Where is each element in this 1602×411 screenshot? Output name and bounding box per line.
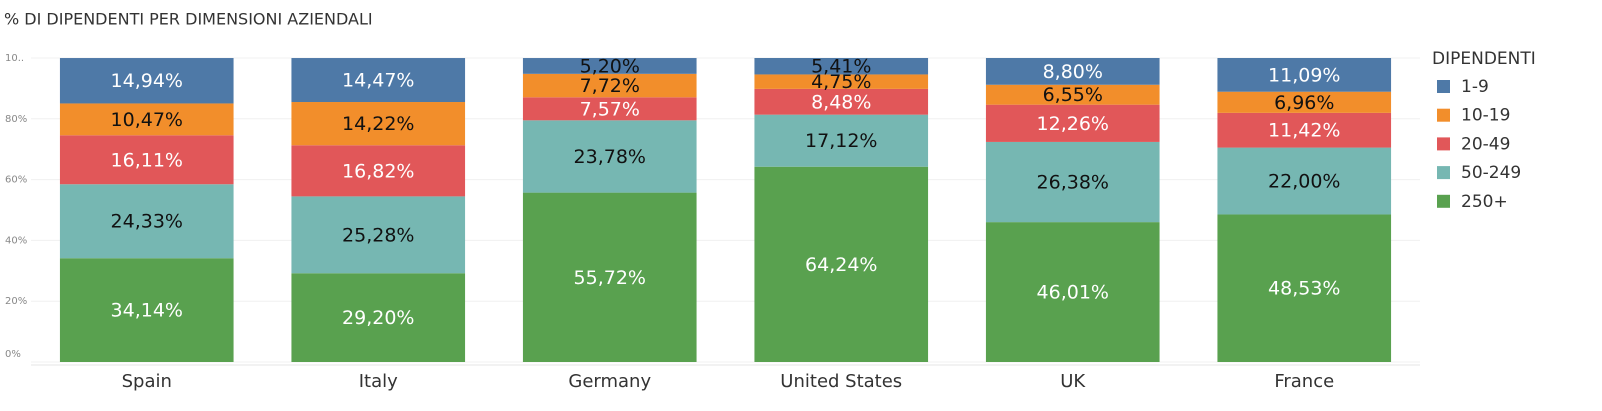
x-tick-label: United States [780, 371, 902, 392]
y-tick-label: 60% [5, 175, 27, 186]
bar-segment [291, 145, 466, 197]
legend-label: 20-49 [1461, 134, 1510, 154]
data-label: 55,72% [574, 267, 646, 289]
data-label: 6,55% [1043, 84, 1103, 106]
data-label: 29,20% [342, 307, 414, 329]
x-tick-label: UK [1060, 371, 1086, 392]
data-label: 10,47% [111, 109, 183, 131]
bar-segment [1217, 91, 1392, 113]
data-label: 5,20% [580, 55, 640, 77]
bar-segment [985, 222, 1160, 362]
bar-segment [522, 58, 697, 74]
bar-segment [59, 103, 234, 136]
data-label: 7,72% [580, 75, 640, 97]
data-label: 8,48% [811, 91, 871, 113]
bar-segment [985, 141, 1160, 223]
data-label: 11,42% [1268, 120, 1340, 142]
data-label: 16,11% [111, 149, 183, 171]
bar-segment [754, 74, 929, 89]
bar-segment [522, 97, 697, 121]
y-tick-label: 0% [5, 349, 21, 360]
data-label: 14,94% [111, 70, 183, 92]
data-label: 12,26% [1037, 113, 1109, 135]
data-label: 7,57% [580, 98, 640, 120]
legend-label: 50-249 [1461, 163, 1521, 183]
data-label: 8,80% [1043, 61, 1103, 83]
bar-segment [522, 120, 697, 193]
data-label: 6,96% [1274, 92, 1334, 114]
bar-segment [985, 58, 1160, 85]
data-label: 11,09% [1268, 64, 1340, 86]
bar-segment [59, 258, 234, 362]
y-tick-label: 10.. [5, 53, 24, 64]
bar-segment [59, 184, 234, 259]
chart-title: % DI DIPENDENTI PER DIMENSIONI AZIENDALI [4, 10, 373, 29]
bar-segment [985, 104, 1160, 142]
data-label: 48,53% [1268, 278, 1340, 300]
bar-segment [291, 102, 466, 146]
data-label: 14,22% [342, 113, 414, 135]
bar-segment [985, 84, 1160, 105]
legend-swatch [1437, 80, 1450, 93]
bar-segment [59, 135, 234, 185]
bar-segment [522, 73, 697, 98]
bar-segment [291, 196, 466, 274]
bar-segment [1217, 147, 1392, 215]
data-label: 17,12% [805, 130, 877, 152]
bar-segment [1217, 58, 1392, 92]
bar-segment [1217, 112, 1392, 148]
x-tick-label: Germany [568, 371, 651, 392]
legend-label: 1-9 [1461, 77, 1489, 97]
x-tick-label: France [1274, 371, 1334, 392]
y-tick-label: 20% [5, 296, 27, 307]
bar-segment [754, 58, 929, 75]
bar-segment [1217, 214, 1392, 362]
y-tick-label: 40% [5, 235, 27, 246]
data-label: 5,41% [811, 56, 871, 78]
legend-title: DIPENDENTI [1432, 49, 1536, 69]
data-label: 22,00% [1268, 171, 1340, 193]
legend-swatch [1437, 108, 1450, 122]
legend-label: 250+ [1461, 192, 1508, 212]
bar-segment [754, 166, 929, 362]
legend-swatch [1437, 137, 1450, 151]
x-tick-label: Italy [359, 371, 398, 392]
data-label: 4,75% [811, 71, 871, 93]
bar-segment [754, 88, 929, 115]
data-label: 14,47% [342, 70, 414, 92]
y-tick-label: 80% [5, 114, 27, 125]
data-label: 23,78% [574, 146, 646, 168]
data-label: 34,14% [111, 300, 183, 322]
x-tick-label: Spain [122, 371, 172, 392]
bar-segment [291, 58, 466, 103]
data-label: 26,38% [1037, 172, 1109, 194]
bar-segment [59, 58, 234, 104]
bar-segment [291, 273, 466, 362]
data-label: 46,01% [1037, 282, 1109, 304]
legend-swatch [1437, 166, 1450, 180]
data-label: 64,24% [805, 254, 877, 276]
data-label: 24,33% [111, 211, 183, 233]
bar-segment [522, 192, 697, 362]
legend-swatch [1437, 194, 1450, 208]
bar-segment [754, 114, 929, 167]
legend-label: 10-19 [1461, 106, 1510, 126]
data-label: 16,82% [342, 160, 414, 182]
data-label: 25,28% [342, 224, 414, 246]
